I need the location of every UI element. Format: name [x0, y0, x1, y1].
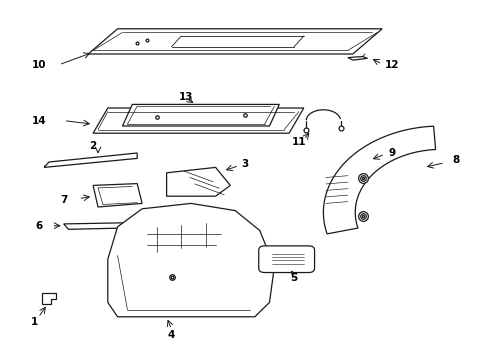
Text: 9: 9: [389, 148, 395, 158]
Polygon shape: [93, 108, 304, 133]
Text: 11: 11: [292, 137, 306, 147]
Polygon shape: [88, 29, 382, 54]
Text: 7: 7: [60, 195, 68, 205]
Polygon shape: [323, 126, 436, 234]
Polygon shape: [348, 57, 368, 60]
FancyBboxPatch shape: [259, 246, 315, 273]
Polygon shape: [64, 222, 147, 229]
Polygon shape: [167, 167, 230, 196]
Polygon shape: [108, 203, 274, 317]
Polygon shape: [122, 104, 279, 126]
Text: 10: 10: [32, 60, 47, 70]
Text: 4: 4: [168, 330, 175, 340]
Text: 13: 13: [179, 92, 194, 102]
Text: 3: 3: [242, 159, 248, 169]
Text: 1: 1: [31, 317, 38, 327]
Text: 14: 14: [32, 116, 47, 126]
Polygon shape: [42, 293, 56, 304]
Text: 6: 6: [36, 221, 43, 231]
Text: 2: 2: [90, 141, 97, 151]
Polygon shape: [93, 184, 142, 207]
Polygon shape: [44, 153, 137, 167]
Text: 12: 12: [385, 60, 399, 70]
Text: 8: 8: [452, 155, 459, 165]
Text: 5: 5: [291, 273, 297, 283]
